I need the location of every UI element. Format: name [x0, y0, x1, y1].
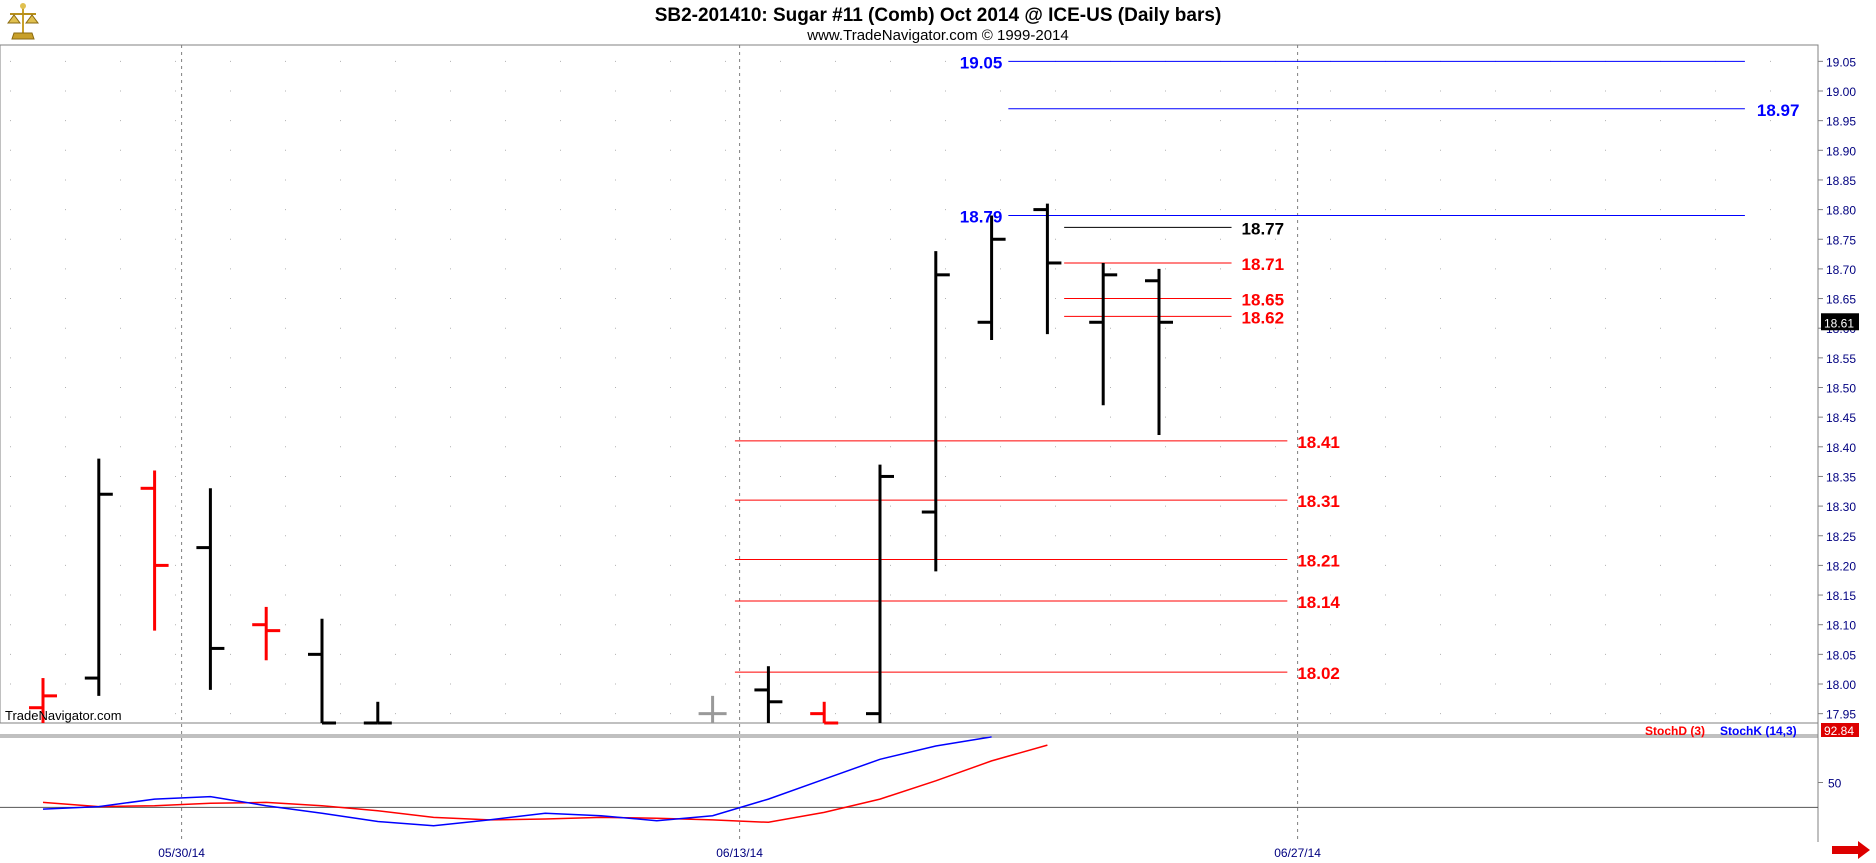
stoch-series-line — [42, 736, 992, 827]
price-axis: 17.95 18.00 18.05 18.10 18.15 18.20 18.25 18.30… — [1818, 55, 1859, 722]
chart-subtitle: www.TradeNavigator.com © 1999-2014 — [806, 27, 1068, 44]
date-axis: 05/30/14 06/13/14 06/27/14 — [158, 846, 1321, 860]
last-price-label: 18.61 — [1824, 316, 1854, 330]
scroll-right-arrow-icon[interactable] — [1832, 841, 1870, 859]
stoch-series-line — [42, 744, 1048, 824]
ohlc-bars — [29, 203, 1173, 725]
date-axis-label: 06/13/14 — [716, 846, 763, 860]
chart-title: SB2-201410: Sugar #11 (Comb) Oct 2014 @ … — [655, 5, 1222, 26]
price-level-label: 18.97 — [1757, 101, 1800, 120]
scales-icon — [7, 3, 39, 40]
last-price-box — [1821, 313, 1859, 331]
price-tick-label: 18.05 — [1826, 648, 1856, 662]
price-tick-label: 18.70 — [1826, 263, 1856, 277]
chart-frame — [0, 44, 1819, 842]
price-tick-label: 18.95 — [1826, 115, 1856, 129]
stochastic-panel: 50 StochD (3) StochK (14,3) 92.84 — [0, 723, 1859, 827]
price-level-label: 18.77 — [1242, 219, 1285, 238]
price-level-label: 18.65 — [1242, 291, 1285, 310]
price-tick-label: 19.00 — [1826, 85, 1856, 99]
stoch-legend-k: StochK (14,3) — [1720, 724, 1797, 738]
stoch-legend-d: StochD (3) — [1645, 724, 1705, 738]
price-panel-border — [0, 44, 1819, 724]
price-tick-label: 18.55 — [1826, 352, 1856, 366]
stoch-value-box — [1821, 723, 1859, 737]
price-tick-label: 18.80 — [1826, 204, 1856, 218]
price-level-label: 18.41 — [1297, 433, 1340, 452]
price-tick-label: 18.10 — [1826, 619, 1856, 633]
price-tick-label: 18.00 — [1826, 678, 1856, 692]
watermark: TradeNavigator.com — [5, 708, 122, 723]
price-level-label: 18.62 — [1242, 308, 1285, 327]
price-tick-label: 18.20 — [1826, 559, 1856, 573]
price-level-label: 18.31 — [1297, 492, 1340, 511]
stoch-tick-label: 50 — [1828, 777, 1842, 791]
date-axis-label: 06/27/14 — [1274, 846, 1321, 860]
date-axis-label: 05/30/14 — [158, 846, 205, 860]
chart-annotations: TradeNavigator.com — [5, 708, 1870, 859]
price-tick-label: 18.25 — [1826, 530, 1856, 544]
price-tick-label: 18.75 — [1826, 233, 1856, 247]
chart-header: SB2-201410: Sugar #11 (Comb) Oct 2014 @ … — [7, 3, 1222, 44]
price-tick-label: 19.05 — [1826, 55, 1856, 69]
price-level-label: 18.21 — [1297, 551, 1340, 570]
price-tick-label: 18.40 — [1826, 441, 1856, 455]
grid-lines — [10, 45, 1818, 840]
price-tick-label: 18.65 — [1826, 293, 1856, 307]
price-level-label: 18.14 — [1297, 593, 1340, 612]
price-level-label: 18.71 — [1242, 255, 1285, 274]
price-tick-label: 18.35 — [1826, 470, 1856, 484]
price-tick-label: 18.90 — [1826, 144, 1856, 158]
price-level-label: 19.05 — [960, 53, 1003, 72]
price-tick-label: 18.85 — [1826, 174, 1856, 188]
stoch-value-label: 92.84 — [1824, 724, 1854, 738]
price-level-label: 18.79 — [960, 208, 1003, 227]
price-tick-label: 18.15 — [1826, 589, 1856, 603]
price-tick-label: 18.50 — [1826, 382, 1856, 396]
price-level-label: 18.02 — [1297, 664, 1340, 683]
price-tick-label: 18.30 — [1826, 500, 1856, 514]
price-tick-label: 18.45 — [1826, 411, 1856, 425]
price-tick-label: 17.95 — [1826, 708, 1856, 722]
